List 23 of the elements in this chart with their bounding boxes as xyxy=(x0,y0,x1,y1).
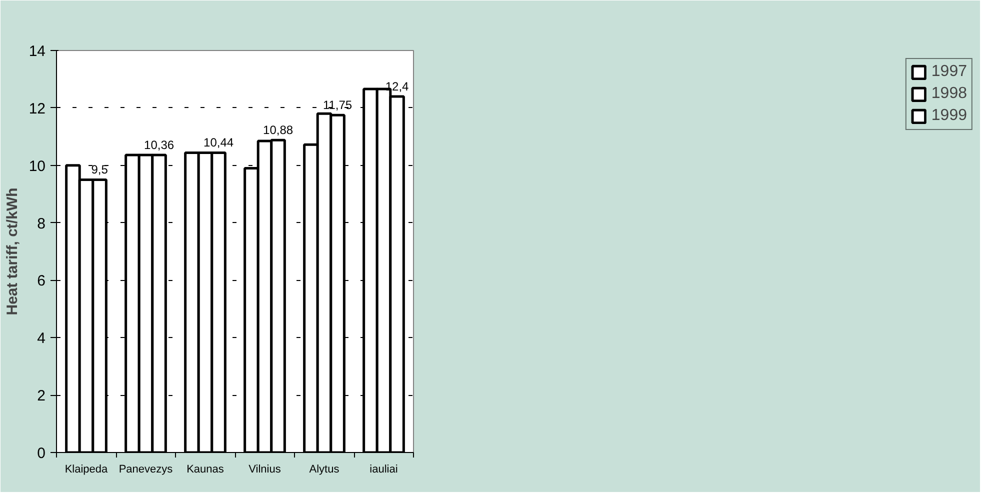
y-tick-label: 8 xyxy=(37,215,46,232)
y-tick-label: 12 xyxy=(28,100,46,118)
legend-label: 1997 xyxy=(931,63,967,81)
data-label: 10,36 xyxy=(144,138,174,152)
data-label: 9,5 xyxy=(91,162,108,177)
y-tick-label: 6 xyxy=(37,272,46,290)
x-tick-label: Vilnius xyxy=(248,464,282,476)
legend-label: 1998 xyxy=(931,85,967,103)
x-tick-label: Kaunas xyxy=(186,464,224,476)
x-tick-label: Klaipeda xyxy=(64,464,109,476)
y-axis-title: Heat tariff, ct/kWh xyxy=(4,188,21,316)
y-tick-label: 0 xyxy=(37,445,46,462)
legend-label: 1999 xyxy=(931,107,967,125)
data-label: 10,88 xyxy=(263,123,294,138)
x-tick-label: iauliai xyxy=(370,464,398,476)
x-tick-label: Alytus xyxy=(309,464,340,476)
y-tick-label: 10 xyxy=(28,158,46,175)
y-tick-label: 2 xyxy=(37,388,46,405)
y-tick-label: 4 xyxy=(37,330,46,348)
x-tick-label: Panevezys xyxy=(118,464,174,476)
y-tick-label: 14 xyxy=(28,43,46,60)
data-label: 10,44 xyxy=(204,136,234,150)
data-label: 11,75 xyxy=(322,98,352,112)
